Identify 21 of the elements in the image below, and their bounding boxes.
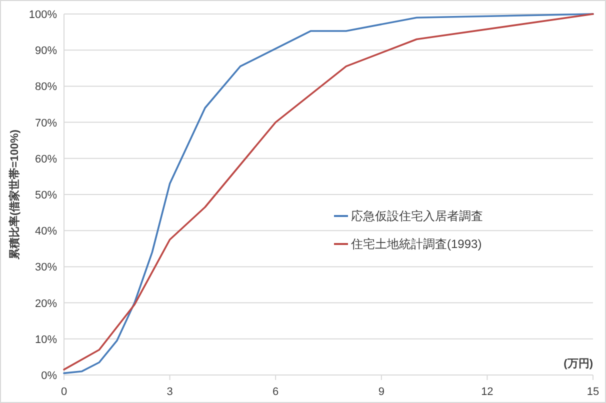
legend-label: 住宅土地統計調査(1993): [350, 237, 482, 251]
x-axis-title: (万円): [564, 358, 594, 370]
x-tick-label: 6: [272, 386, 279, 398]
y-axis-title: 累積比率(借家世帯=100%): [8, 129, 21, 260]
x-tick-label: 0: [60, 386, 68, 398]
y-tick-label: 70%: [34, 117, 58, 130]
y-tick-label: 50%: [34, 190, 58, 202]
x-tick-label: 12: [481, 386, 494, 398]
y-tick-label: 80%: [34, 81, 58, 94]
legend-label: 応急仮設住宅入居者調査: [351, 209, 483, 223]
x-tick-label: 9: [378, 386, 384, 398]
y-tick-label: 100%: [28, 9, 58, 21]
x-tick-label: 15: [586, 386, 600, 398]
y-tick-label: 60%: [34, 153, 58, 166]
y-tick-label: 90%: [34, 45, 58, 58]
y-tick-label: 10%: [34, 334, 58, 346]
y-tick-label: 20%: [34, 298, 58, 310]
y-tick-label: 40%: [34, 226, 58, 238]
y-tick-label: 0%: [41, 370, 58, 382]
y-tick-label: 30%: [34, 262, 58, 274]
x-tick-label: 3: [166, 386, 173, 398]
